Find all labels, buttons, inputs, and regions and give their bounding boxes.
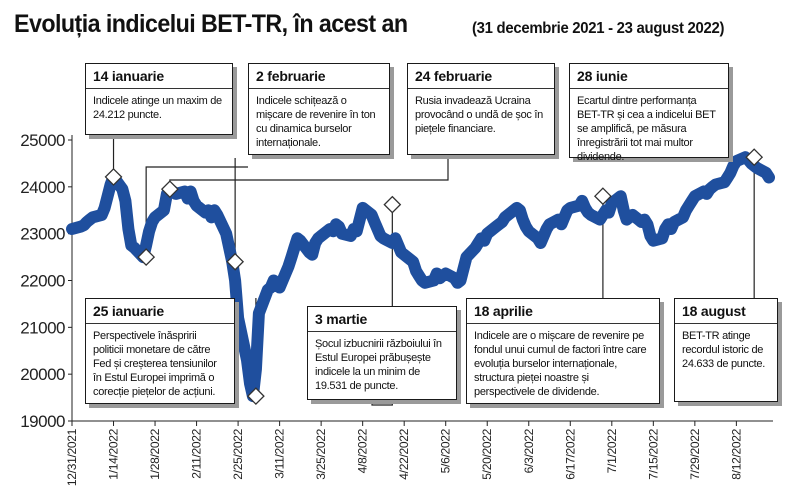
x-tick-label: 8/12/2022: [729, 428, 743, 479]
annotation-18-aprilie: 18 aprilie Indicele are o mișcare de rev…: [466, 298, 660, 404]
y-tick-label: 22000: [20, 272, 65, 291]
x-tick-label: 6/3/2022: [522, 428, 536, 473]
annotation-text: Perspectivele înăspririi politicii monet…: [93, 330, 217, 398]
annotation-date: 14 ianuarie: [93, 68, 164, 84]
x-tick-label: 7/29/2022: [688, 428, 702, 479]
chart-title: Evoluția indicelui BET-TR, în acest an: [14, 10, 408, 38]
leader-line: [371, 204, 393, 406]
x-tick-label: 4/22/2022: [397, 428, 411, 479]
y-tick-label: 19000: [20, 412, 65, 431]
y-tick-label: 25000: [20, 131, 65, 150]
x-tick-label: 12/31/2021: [65, 428, 79, 486]
y-tick-label: 21000: [20, 318, 65, 337]
x-tick-label: 6/17/2022: [563, 428, 577, 479]
x-tick-label: 3/25/2022: [314, 428, 328, 479]
marker-diamond: [104, 167, 123, 186]
annotation-28-iunie: 28 iunie Ecartul dintre performanța BET-…: [569, 63, 729, 163]
annotation-text: Șocul izbucnirii războiului în Estul Eur…: [315, 338, 442, 392]
series-line-layer: [66, 151, 775, 403]
x-tick-label: 7/15/2022: [646, 428, 660, 479]
annotation-24-februarie: 24 februarie Rusia invadează Ucraina pro…: [407, 63, 555, 155]
annotation-14-ianuarie: 14 ianuarie Indicele atinge un maxim de …: [85, 63, 233, 135]
x-tick-label: 7/1/2022: [605, 428, 619, 473]
x-tick-label: 3/11/2022: [273, 428, 287, 478]
annotation-date: 18 august: [682, 303, 746, 319]
annotation-text: Indicele schițează o mișcare de revenire…: [256, 95, 376, 149]
annotation-date: 3 martie: [315, 311, 368, 327]
annotation-date: 2 februarie: [256, 68, 326, 84]
marker-diamond: [745, 148, 764, 167]
marker-diamond: [160, 180, 179, 199]
annotation-date: 24 februarie: [415, 68, 492, 84]
annotation-text: Ecartul dintre performanța BET-TR și cea…: [577, 95, 716, 163]
series-line-bet-tr: [66, 151, 775, 403]
marker-diamond: [137, 248, 156, 267]
annotation-text: Indicele atinge un maxim de 24.212 punct…: [93, 95, 222, 121]
y-tick-label: 24000: [20, 178, 65, 197]
chart-subtitle: (31 decembrie 2021 - 23 august 2022): [472, 20, 725, 37]
x-tick-label: 1/14/2022: [107, 428, 121, 479]
marker-diamond: [226, 252, 245, 271]
x-axis: 12/31/2021 1/14/2022 1/28/2022 2/11/2022 2/2…: [65, 420, 773, 486]
y-tick-label: 23000: [20, 225, 65, 244]
annotation-date: 28 iunie: [577, 68, 628, 84]
x-tick-label: 1/28/2022: [148, 428, 162, 479]
annotation-text: Indicele are o mișcare de revenire pe fo…: [474, 330, 647, 398]
x-tick-label: 4/8/2022: [356, 428, 370, 473]
marker-diamond: [246, 387, 265, 406]
marker-diamond: [383, 195, 402, 214]
annotation-25-ianuarie: 25 ianuarie Perspectivele înăspririi pol…: [85, 298, 235, 404]
marker-diamond: [593, 187, 612, 206]
annotation-3-martie: 3 martie Șocul izbucnirii războiului în …: [307, 306, 457, 400]
marker-layer: [104, 148, 764, 406]
x-tick-label: 5/6/2022: [439, 428, 453, 473]
x-tick-label: 5/20/2022: [480, 428, 494, 479]
x-tick-label: 2/25/2022: [231, 428, 245, 479]
annotation-text: BET-TR atinge recordul istoric de 24.633…: [682, 330, 765, 370]
annotation-text: Rusia invadează Ucraina provocând o undă…: [415, 95, 543, 135]
annotation-date: 25 ianuarie: [93, 303, 164, 319]
leader-line: [169, 155, 449, 190]
annotation-18-august: 18 august BET-TR atinge recordul istoric…: [674, 298, 778, 402]
annotation-2-februarie: 2 februarie Indicele schițează o mișcare…: [248, 63, 390, 155]
y-tick-label: 20000: [20, 365, 65, 384]
x-tick-label: 2/11/2022: [190, 428, 204, 478]
annotation-date: 18 aprilie: [474, 303, 533, 319]
y-axis: 19000 20000 21000 22000 23000 24000 25000: [20, 131, 73, 431]
